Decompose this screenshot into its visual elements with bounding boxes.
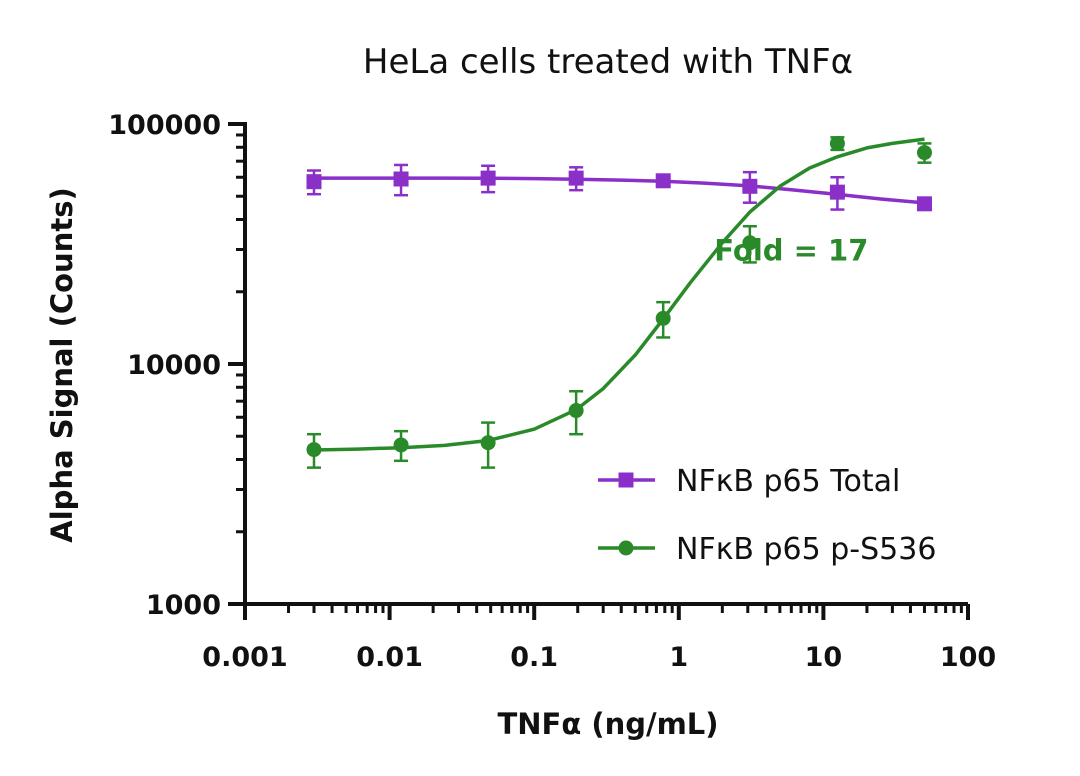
data-point-square bbox=[568, 170, 584, 186]
data-point-circle bbox=[742, 235, 758, 251]
data-point-square bbox=[829, 184, 845, 200]
data-point-circle bbox=[829, 135, 845, 151]
x-tick-label: 1 bbox=[669, 642, 688, 673]
legend-marker-square bbox=[618, 472, 634, 488]
y-axis-title: Alpha Signal (Counts) bbox=[45, 187, 79, 542]
y-tick-label: 100000 bbox=[108, 110, 221, 141]
data-point-square bbox=[306, 174, 322, 190]
data-point-square bbox=[393, 171, 409, 187]
legend: NFκB p65 Total NFκB p65 p-S536 bbox=[598, 464, 936, 567]
x-tick-label: 0.1 bbox=[510, 642, 558, 673]
data-point-circle bbox=[393, 437, 409, 453]
legend-label: NFκB p65 p-S536 bbox=[676, 532, 936, 567]
axes: 0.001 0.01 0.1 1 10 100 1000 10000 100000 bbox=[108, 110, 996, 673]
x-tick-label: 0.01 bbox=[356, 642, 423, 673]
data-point-square bbox=[655, 173, 671, 189]
data-point-square bbox=[916, 196, 932, 212]
data-point-square bbox=[480, 170, 496, 186]
x-tick-label: 0.001 bbox=[202, 642, 287, 673]
x-tick-label: 10 bbox=[805, 642, 843, 673]
legend-marker-circle bbox=[618, 540, 634, 556]
chart-title: HeLa cells treated with TNFα bbox=[363, 42, 853, 82]
data-point-circle bbox=[655, 310, 671, 326]
y-tick-label: 1000 bbox=[146, 590, 221, 621]
data-markers bbox=[306, 135, 932, 458]
data-point-circle bbox=[916, 145, 932, 161]
x-tick-label: 100 bbox=[940, 642, 996, 673]
x-axis-title: TNFα (ng/mL) bbox=[497, 707, 718, 741]
legend-label: NFκB p65 Total bbox=[676, 464, 900, 499]
fit-curve-series-1 bbox=[314, 176, 925, 205]
data-point-square bbox=[742, 178, 758, 194]
fold-annotation: Fold = 17 bbox=[714, 233, 868, 267]
annotations: Fold = 17 bbox=[714, 233, 868, 267]
data-point-circle bbox=[306, 442, 322, 458]
data-point-circle bbox=[568, 403, 584, 419]
data-point-circle bbox=[480, 435, 496, 451]
y-tick-label: 10000 bbox=[127, 350, 221, 381]
